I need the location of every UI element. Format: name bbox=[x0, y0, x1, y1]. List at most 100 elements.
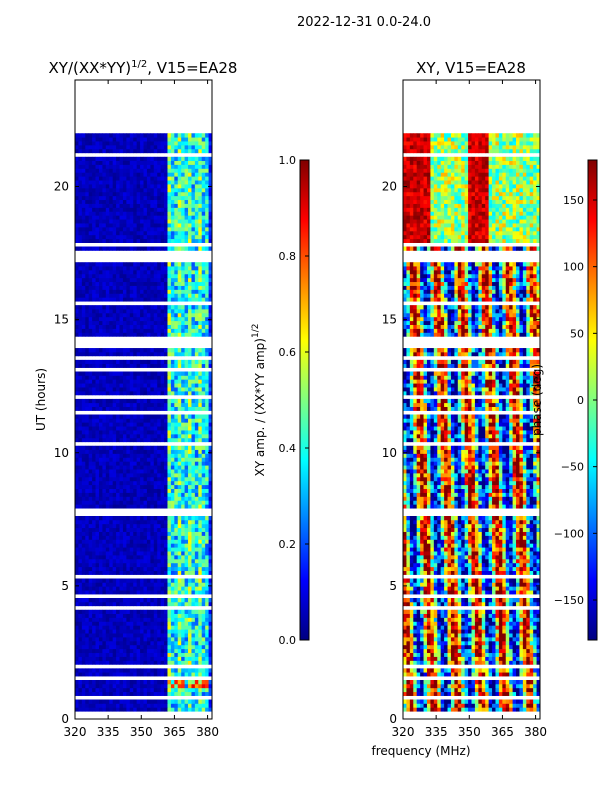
heatmap-cell bbox=[105, 285, 110, 290]
heatmap-cell bbox=[146, 297, 151, 302]
amplitude-title-main: XY/(XX*YY) bbox=[49, 59, 132, 77]
heatmap-cell bbox=[170, 207, 175, 212]
heatmap-cell bbox=[188, 644, 192, 650]
heatmap-cell bbox=[78, 137, 83, 142]
heatmap-cell bbox=[122, 488, 127, 493]
heatmap-cell bbox=[81, 707, 86, 712]
heatmap-cell bbox=[102, 316, 107, 322]
heatmap-cell bbox=[146, 289, 151, 294]
heatmap-cell bbox=[198, 703, 203, 708]
heatmap-cell bbox=[81, 387, 86, 392]
heatmap-cell bbox=[184, 266, 189, 271]
heatmap-cell bbox=[136, 285, 141, 290]
heatmap-cell bbox=[188, 172, 192, 177]
heatmap-cell bbox=[174, 383, 179, 388]
heatmap-cell bbox=[119, 465, 124, 470]
heatmap-cell bbox=[92, 351, 96, 357]
heatmap-cell bbox=[126, 238, 131, 243]
heatmap-cell bbox=[184, 406, 189, 411]
heatmap-cell bbox=[184, 586, 189, 591]
heatmap-cell bbox=[201, 351, 206, 357]
heatmap-cell bbox=[116, 570, 120, 575]
heatmap-cell bbox=[181, 297, 185, 302]
heatmap-cell bbox=[105, 402, 110, 407]
heatmap-cell bbox=[126, 144, 131, 150]
heatmap-cell bbox=[160, 613, 165, 618]
heatmap-cell bbox=[81, 234, 86, 240]
heatmap-cell bbox=[164, 445, 168, 450]
heatmap-cell bbox=[109, 348, 114, 353]
heatmap-cell bbox=[157, 519, 162, 525]
heatmap-cell bbox=[78, 234, 83, 240]
heatmap-cell bbox=[109, 519, 114, 525]
heatmap-cell bbox=[164, 609, 168, 614]
heatmap-cell bbox=[129, 570, 134, 575]
heatmap-cell bbox=[88, 180, 93, 185]
heatmap-cell bbox=[198, 699, 203, 704]
heatmap-cell bbox=[150, 223, 155, 228]
heatmap-cell bbox=[78, 625, 83, 630]
heatmap-cell bbox=[105, 633, 110, 638]
heatmap-cell bbox=[191, 551, 196, 556]
heatmap-cell bbox=[188, 633, 192, 638]
heatmap-cell bbox=[160, 238, 165, 243]
heatmap-cell bbox=[105, 566, 110, 572]
heatmap-cell bbox=[177, 476, 182, 482]
heatmap-cell bbox=[167, 402, 172, 407]
heatmap-cell bbox=[136, 617, 141, 622]
heatmap-cell bbox=[85, 406, 90, 411]
heatmap-cell bbox=[174, 375, 179, 380]
heatmap-cell bbox=[208, 453, 212, 458]
heatmap-cell bbox=[75, 648, 79, 654]
heatmap-cell bbox=[129, 383, 134, 388]
heatmap-cell bbox=[153, 371, 158, 376]
heatmap-cell bbox=[170, 148, 175, 154]
heatmap-cell bbox=[146, 363, 151, 368]
heatmap-cell bbox=[112, 519, 117, 525]
heatmap-cell bbox=[88, 699, 93, 704]
heatmap-cell bbox=[78, 539, 83, 544]
heatmap-cell bbox=[102, 219, 107, 224]
heatmap-cell bbox=[201, 461, 206, 466]
heatmap-cell bbox=[170, 629, 175, 634]
heatmap-cell bbox=[133, 144, 138, 150]
heatmap-cell bbox=[75, 617, 79, 622]
heatmap-cell bbox=[133, 379, 138, 384]
heatmap-cell bbox=[126, 527, 131, 532]
heatmap-cell bbox=[181, 246, 185, 251]
heatmap-cell bbox=[150, 461, 155, 466]
heatmap-cell bbox=[85, 316, 90, 322]
heatmap-cell bbox=[153, 246, 158, 251]
heatmap-cell bbox=[191, 312, 196, 318]
heatmap-cell bbox=[88, 269, 93, 275]
heatmap-cell bbox=[112, 266, 117, 271]
heatmap-cell bbox=[194, 207, 199, 212]
heatmap-cell bbox=[146, 683, 151, 689]
heatmap-cell bbox=[140, 484, 144, 490]
gap-row bbox=[75, 355, 212, 360]
heatmap-cell bbox=[167, 390, 172, 396]
heatmap-cell bbox=[92, 406, 96, 411]
heatmap-cell bbox=[136, 683, 141, 689]
heatmap-cell bbox=[177, 289, 182, 294]
heatmap-cell bbox=[85, 547, 90, 552]
heatmap-cell bbox=[105, 262, 110, 267]
heatmap-cell bbox=[143, 195, 148, 201]
heatmap-cell bbox=[98, 141, 103, 146]
heatmap-cell bbox=[109, 547, 114, 552]
heatmap-cell bbox=[126, 148, 131, 154]
heatmap-cell bbox=[184, 176, 189, 181]
heatmap-cell bbox=[198, 207, 203, 212]
heatmap-cell bbox=[188, 219, 192, 224]
heatmap-cell bbox=[109, 625, 114, 630]
heatmap-cell bbox=[150, 266, 155, 271]
heatmap-cell bbox=[160, 590, 165, 595]
heatmap-cell bbox=[140, 348, 144, 353]
heatmap-cell bbox=[133, 297, 138, 302]
heatmap-cell bbox=[122, 562, 127, 568]
heatmap-cell bbox=[119, 656, 124, 661]
heatmap-cell bbox=[81, 324, 86, 329]
heatmap-cell bbox=[109, 679, 114, 685]
heatmap-cell bbox=[78, 554, 83, 560]
heatmap-cell bbox=[184, 453, 189, 458]
